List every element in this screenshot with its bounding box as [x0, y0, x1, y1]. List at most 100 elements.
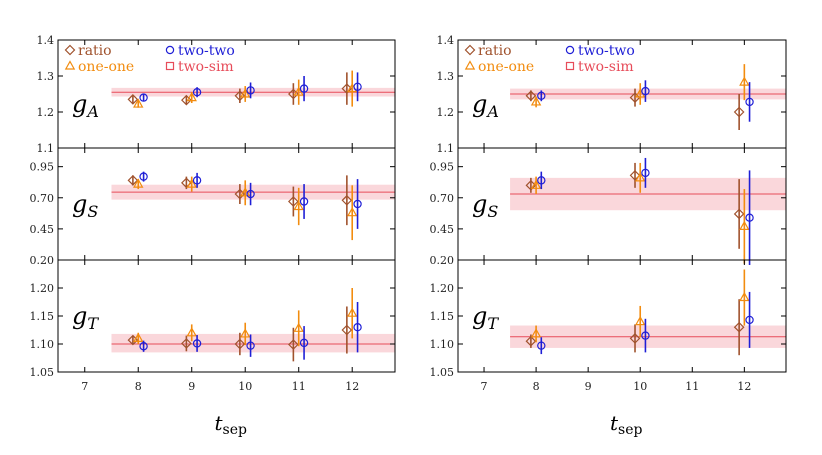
- point-one_one: [239, 328, 251, 338]
- y-tick-label: 0.95: [430, 161, 455, 174]
- panel-label-main: g: [72, 90, 87, 118]
- y-tick-label: 1.4: [37, 34, 55, 47]
- point-one_one: [133, 332, 144, 342]
- point-two_two: [537, 176, 546, 185]
- point-one_one: [186, 178, 197, 188]
- point-ratio: [234, 338, 246, 350]
- legend-marker-two_two: [165, 45, 175, 55]
- point-ratio: [629, 170, 641, 181]
- y-tick-label: 1.20: [30, 282, 55, 295]
- point-ratio: [288, 196, 299, 207]
- point-two_two: [139, 93, 148, 102]
- legend-marker-ratio: [464, 44, 476, 56]
- y-tick-label: 1.2: [37, 106, 55, 119]
- point-one_one: [634, 172, 646, 182]
- point-two_two: [139, 172, 148, 181]
- point-ratio: [181, 94, 192, 106]
- panel-label: gS: [72, 190, 98, 221]
- x-tick-label: 12: [737, 380, 751, 393]
- y-tick-label: 1.4: [437, 34, 455, 47]
- x-tick-label: 8: [533, 380, 540, 393]
- point-one_one: [530, 179, 542, 189]
- x-tick-label: 8: [135, 380, 142, 393]
- point-ratio: [733, 106, 745, 118]
- point-one_one: [133, 178, 144, 188]
- point-ratio: [525, 335, 537, 347]
- x-tick-label: 9: [585, 380, 592, 393]
- point-two_two: [353, 323, 362, 332]
- point-one_one: [239, 88, 251, 98]
- panel-label-sub: T: [87, 314, 99, 333]
- panel-frame: [457, 259, 787, 373]
- point-two_two: [192, 176, 202, 185]
- panel-gS: 0.20 0.45 0.70 0.95 gS: [30, 147, 396, 267]
- point-one_one: [186, 327, 197, 337]
- x-tick-label: 7: [481, 380, 488, 393]
- panel-label-sub: T: [487, 314, 499, 333]
- y-tick-label: 1.1: [437, 142, 455, 155]
- point-two_two: [537, 341, 546, 350]
- right-figure: 1.11.21.31.4gAratioone-onetwo-twotwo-sim…: [430, 34, 787, 438]
- point-one_one: [739, 76, 750, 86]
- y-tick-label: 0.20: [430, 254, 455, 267]
- point-ratio: [181, 177, 192, 189]
- point-one_one: [346, 206, 358, 217]
- point-two_two: [641, 86, 650, 96]
- x-axis-title-main: t: [215, 411, 224, 435]
- point-two_two: [192, 339, 202, 348]
- point-ratio: [733, 321, 745, 333]
- point-two_two: [246, 86, 255, 95]
- panel-gS: 0.20 0.45 0.70 0.95 gS: [430, 147, 787, 267]
- point-two_two: [745, 315, 754, 325]
- y-tick-label: 0.45: [30, 223, 55, 236]
- point-one_one: [293, 86, 304, 96]
- panel-label-sub: A: [85, 102, 99, 121]
- x-tick-label: 11: [685, 380, 699, 393]
- x-tick-label: 11: [292, 380, 306, 393]
- point-one_one: [186, 91, 197, 102]
- y-tick-label: 1.05: [430, 366, 455, 379]
- panel-gT: 1.05 1.10 1.15 1.20 gT: [30, 259, 396, 379]
- point-ratio: [181, 338, 192, 349]
- y-tick-label: 0.45: [430, 223, 455, 236]
- point-ratio: [127, 94, 139, 105]
- y-tick-label: 1.05: [30, 366, 55, 379]
- panel-label: gS: [472, 190, 498, 221]
- point-one_one: [530, 328, 542, 338]
- x-axis-title-sub: sep: [618, 422, 642, 438]
- x-axis-title-main: t: [610, 411, 619, 435]
- legend-label-ratio: ratio: [478, 43, 512, 59]
- legend-marker-two_sim: [165, 61, 175, 71]
- y-tick-label: 0.95: [30, 161, 55, 174]
- point-ratio: [341, 194, 353, 206]
- point-two_two: [246, 189, 255, 199]
- x-tick-label: 10: [238, 380, 252, 393]
- panel-label-main: g: [72, 190, 87, 218]
- x-tick-label: 10: [633, 380, 647, 393]
- point-two_two: [139, 342, 148, 351]
- legend-label-two_two: two-two: [578, 43, 635, 59]
- x-tick-label: 12: [345, 380, 359, 393]
- legend-label-two_sim: two-sim: [578, 59, 634, 75]
- x-axis-title: tsep: [610, 411, 643, 438]
- y-tick-label: 1.20: [430, 282, 455, 295]
- left-figure: 1.11.21.31.4gAratioone-onetwo-twotwo-sim…: [30, 34, 396, 438]
- point-one_one: [346, 307, 358, 317]
- y-tick-label: 1.15: [430, 310, 455, 323]
- panel-frame: [57, 147, 396, 261]
- legend-label-two_sim: two-sim: [178, 59, 234, 75]
- legend-marker-one_one: [464, 60, 476, 70]
- y-tick-label: 1.1: [37, 142, 55, 155]
- point-two_two: [192, 87, 202, 97]
- x-axis-title: tsep: [215, 411, 248, 438]
- point-ratio: [127, 175, 139, 186]
- y-tick-label: 1.3: [437, 70, 455, 83]
- point-ratio: [288, 339, 299, 350]
- point-two_two: [641, 331, 650, 340]
- point-two_two: [745, 213, 754, 222]
- y-tick-label: 1.15: [30, 310, 55, 323]
